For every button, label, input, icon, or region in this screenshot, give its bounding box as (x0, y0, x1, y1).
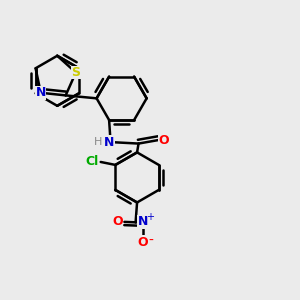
Text: N: N (138, 215, 148, 228)
Text: N: N (36, 86, 46, 99)
Text: O: O (159, 134, 169, 146)
Text: Cl: Cl (85, 155, 98, 169)
Text: N: N (104, 136, 114, 148)
Text: +: + (146, 212, 154, 222)
Text: H: H (94, 136, 102, 146)
Text: O: O (112, 215, 123, 228)
Text: O: O (138, 236, 148, 249)
Text: S: S (71, 66, 80, 79)
Text: -: - (148, 234, 153, 248)
